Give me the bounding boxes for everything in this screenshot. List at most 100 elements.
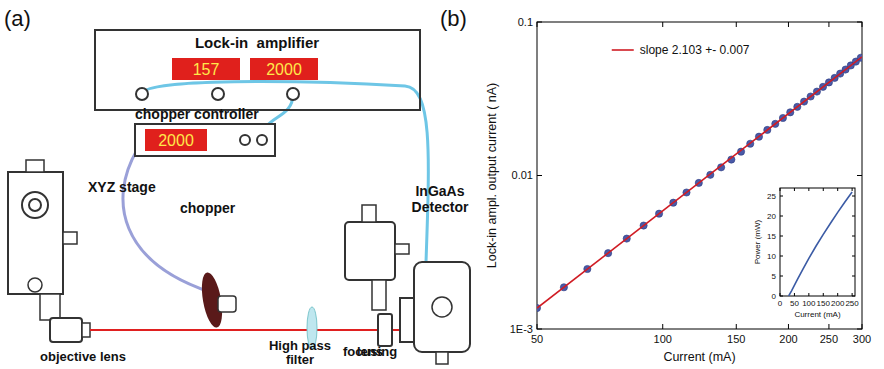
y-tick-label: 1E-3 (510, 323, 533, 335)
label: objective lens (40, 349, 126, 364)
panel-label: (a) (4, 6, 31, 31)
label: InGaAsDetector (412, 183, 469, 215)
x-tick (780, 188, 781, 191)
y-tick-label: 10 (767, 252, 776, 261)
display (250, 58, 318, 80)
y-tick (780, 196, 783, 197)
label-line: InGaAs (415, 183, 464, 199)
lock-in-box (95, 30, 420, 110)
y-axis-title: Lock-in ampl. output current ( nA) (485, 83, 499, 269)
knob (395, 244, 409, 254)
legend-label: slope 2.103 +- 0.007 (640, 43, 750, 57)
y-tick-label: 0.1 (518, 16, 533, 28)
y-tick (852, 296, 855, 297)
y-tick (857, 175, 862, 176)
objective-tip (82, 323, 90, 337)
x-tick (788, 324, 789, 329)
knob (63, 232, 77, 244)
y-tick (852, 216, 855, 217)
knob (26, 160, 44, 172)
x-tick (862, 324, 863, 329)
display-text: 2000 (158, 132, 194, 149)
x-tick-label: 150 (727, 333, 745, 345)
label: focusinglens (343, 344, 397, 359)
objective-lens (50, 318, 82, 342)
y-tick (857, 22, 862, 23)
controller-title: chopper controller (135, 106, 259, 122)
plot-frame (780, 188, 855, 296)
y-axis-title: Power (mW) (753, 219, 762, 264)
detector-body (414, 262, 470, 352)
detector-window (432, 297, 452, 317)
connector (136, 88, 148, 100)
y-tick-label: 0.01 (512, 169, 533, 181)
panel-label: (b) (440, 6, 467, 31)
x-tick-label: 250 (820, 333, 838, 345)
label-line: filter (286, 352, 314, 367)
connector (436, 352, 448, 364)
y-tick-label: 25 (767, 192, 776, 201)
legend: slope 2.103 +- 0.007 (612, 43, 750, 57)
x-tick (837, 188, 838, 191)
data-line (789, 192, 852, 296)
y-tick (852, 256, 855, 257)
y-tick (780, 256, 783, 257)
connector (257, 135, 267, 145)
y-tick (852, 196, 855, 197)
chart-1: 0501001502002500510152025Current (mA)Pow… (753, 188, 859, 319)
y-tick-label: 20 (767, 212, 776, 221)
chopper-motor (218, 296, 236, 312)
connector (212, 88, 224, 100)
legend-swatch (612, 49, 634, 51)
x-tick-label: 100 (654, 333, 672, 345)
x-tick-label: 100 (802, 299, 816, 308)
x-tick (828, 324, 829, 329)
x-tick-label: 300 (853, 333, 871, 345)
y-tick (857, 329, 862, 330)
display (145, 129, 207, 151)
y-tick (780, 276, 783, 277)
setup-diagram: Lock-in amplifier1572000chopper controll… (8, 30, 470, 364)
knob (22, 192, 48, 218)
detector-front (400, 298, 414, 342)
controller-box (135, 124, 275, 156)
x-tick (862, 22, 863, 27)
x-tick (837, 293, 838, 296)
x-axis-title: Current (mA) (794, 310, 841, 319)
x-tick (537, 22, 538, 27)
post (372, 280, 386, 310)
y-tick (537, 175, 542, 176)
xyz-stage (8, 172, 63, 294)
label-line: High pass (269, 338, 331, 353)
x-tick (852, 188, 853, 191)
x-tick (537, 324, 538, 329)
knob (362, 205, 376, 222)
x-tick-label: 0 (778, 299, 783, 308)
label: High passfilter (269, 338, 331, 367)
y-tick (852, 276, 855, 277)
marks (789, 192, 852, 296)
y-tick (780, 216, 783, 217)
y-tick (537, 329, 542, 330)
focusing-lens (378, 314, 392, 346)
chart-0: 501001502002503001E-30.010.1Current (mA)… (485, 16, 871, 364)
y-tick-label: 15 (767, 232, 776, 241)
x-tick-label: 50 (790, 299, 799, 308)
x-tick (662, 324, 663, 329)
figure: (a)(b)Lock-in amplifier1572000chopper co… (0, 0, 884, 369)
label: XYZ stage (88, 179, 156, 195)
y-tick (780, 296, 783, 297)
x-tick-label: 200 (831, 299, 845, 308)
plot-frame (537, 22, 862, 329)
x-axis-title: Current (mA) (663, 350, 735, 364)
knob (29, 199, 41, 211)
x-tick-label: 200 (779, 333, 797, 345)
cable (123, 150, 210, 292)
x-tick (823, 293, 824, 296)
y-tick-label: 5 (772, 272, 777, 281)
x-tick-label: 150 (817, 299, 831, 308)
connector (287, 88, 299, 100)
x-tick (662, 22, 663, 27)
label: chopper (180, 200, 236, 216)
y-tick-label: 0 (772, 292, 777, 301)
